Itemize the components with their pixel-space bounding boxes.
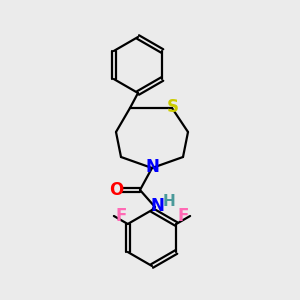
Text: N: N: [150, 197, 164, 215]
Text: H: H: [163, 194, 176, 209]
Text: S: S: [167, 98, 179, 116]
Text: N: N: [145, 158, 159, 176]
Text: F: F: [177, 207, 189, 225]
Text: O: O: [109, 181, 123, 199]
Text: F: F: [115, 207, 127, 225]
